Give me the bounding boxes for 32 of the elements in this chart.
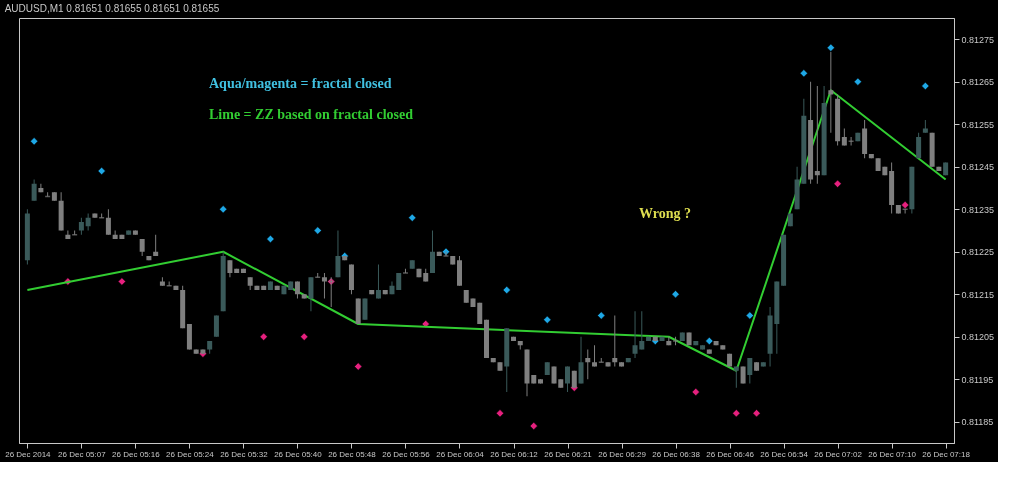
x-tick-label: 26 Dec 06:29	[598, 449, 647, 459]
x-tick-label: 26 Dec 06:12	[490, 449, 539, 459]
y-tick-label: 0.81205	[961, 332, 995, 343]
x-tick-label: 26 Dec 05:07	[58, 449, 107, 459]
x-tick-label: 26 Dec 05:24	[166, 449, 215, 459]
x-tick-label: 26 Dec 06:04	[436, 449, 485, 459]
x-tick-label: 26 Dec 05:32	[220, 449, 269, 459]
x-tick-label: 26 Dec 05:56	[382, 449, 431, 459]
x-tick-label: 26 Dec 07:10	[868, 449, 917, 459]
x-tick-label: 26 Dec 07:18	[922, 449, 971, 459]
x-tick-label: 26 Dec 06:54	[760, 449, 809, 459]
x-tick-label: 26 Dec 05:48	[328, 449, 377, 459]
chart-title: AUDUSD,M1 0.81651 0.81655 0.81651 0.81655	[4, 3, 220, 14]
annotation: Wrong ?	[639, 206, 691, 221]
x-tick-label: 26 Dec 06:21	[544, 449, 593, 459]
y-tick-label: 0.81235	[961, 204, 995, 215]
y-tick-label: 0.81195	[961, 374, 994, 385]
y-tick-label: 0.81215	[961, 289, 995, 300]
annotation: Aqua/magenta = fractal closed	[209, 76, 392, 91]
x-tick-label: 26 Dec 06:46	[706, 449, 755, 459]
x-tick-label: 26 Dec 05:40	[274, 449, 323, 459]
y-tick-label: 0.81185	[961, 417, 994, 428]
y-tick-label: 0.81255	[961, 119, 995, 130]
x-tick-label: 26 Dec 2014	[5, 449, 52, 459]
y-tick-label: 0.81265	[961, 77, 995, 88]
x-tick-label: 26 Dec 05:16	[112, 449, 161, 459]
y-tick-label: 0.81275	[961, 34, 995, 45]
x-tick-label: 26 Dec 06:38	[652, 449, 701, 459]
x-tick-label: 26 Dec 07:02	[814, 449, 863, 459]
y-tick-label: 0.81245	[961, 162, 995, 173]
annotation: Lime = ZZ based on fractal closed	[209, 107, 414, 122]
y-tick-label: 0.81225	[961, 247, 995, 258]
